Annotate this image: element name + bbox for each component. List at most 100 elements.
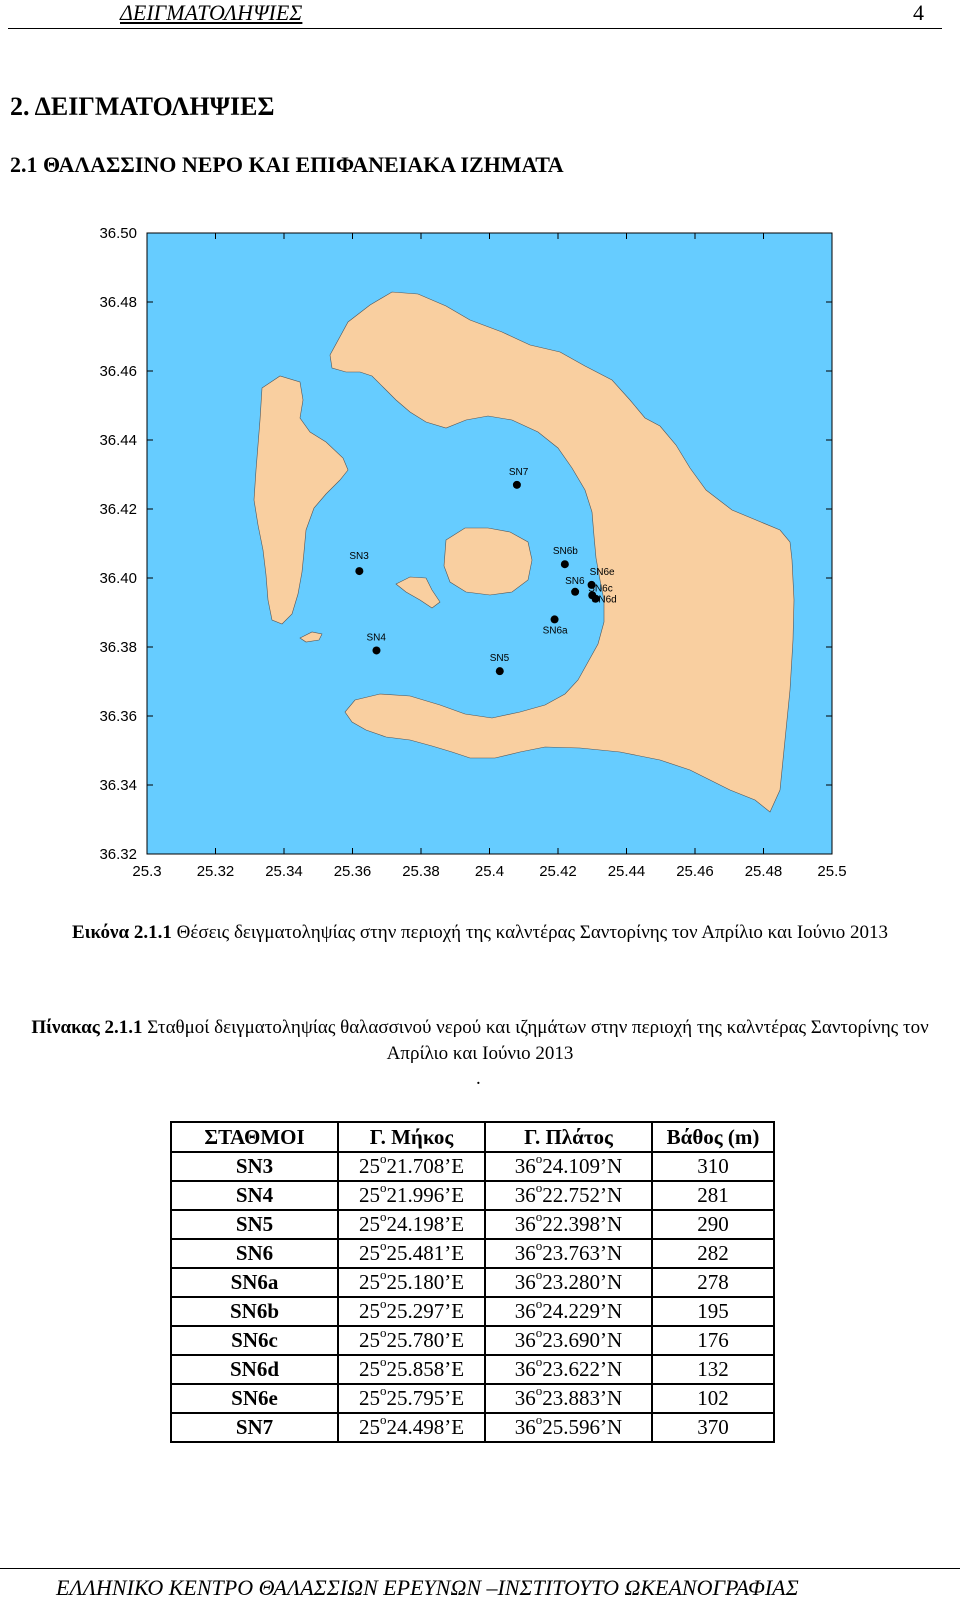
x-tick-label: 25.38 (402, 863, 440, 880)
depth-value: 281 (697, 1183, 729, 1207)
lat-minutes: 23.883’Ν (542, 1386, 623, 1410)
station-name: SN3 (235, 1154, 274, 1178)
degree-symbol: o (535, 1180, 543, 1195)
x-tick-label: 25.3 (132, 863, 161, 880)
lon-minutes: 25.180’Ε (386, 1270, 465, 1294)
cell-depth: 310 (651, 1151, 775, 1182)
cell-latitude: 36o23.763’Ν (484, 1238, 653, 1269)
y-tick-label: 36.48 (99, 294, 137, 311)
cell-latitude: 36o24.229’Ν (484, 1296, 653, 1327)
station-name: SN6d (229, 1357, 280, 1381)
cell-longitude: 25o21.996’Ε (337, 1180, 486, 1211)
lon-minutes: 25.780’Ε (386, 1328, 465, 1352)
station-name: SN6 (235, 1241, 274, 1265)
lat-degrees: 36 (514, 1415, 536, 1439)
station-label: SN6 (565, 576, 585, 587)
degree-symbol: o (535, 1412, 543, 1427)
station-marker (560, 560, 569, 569)
station-marker (550, 615, 559, 624)
depth-value: 278 (697, 1270, 729, 1294)
table-body: SN3 25o21.708’Ε 36o24.109’Ν 310 SN4 25o21.996… (170, 1151, 775, 1443)
lon-minutes: 21.996’Ε (386, 1183, 465, 1207)
lon-minutes: 25.297’Ε (386, 1299, 465, 1323)
station-name: SN6a (230, 1270, 279, 1294)
lat-minutes: 22.752’Ν (542, 1183, 623, 1207)
table-caption-text: Σταθμοί δειγματοληψίας θαλασσινού νερού … (142, 1017, 929, 1064)
lat-degrees: 36 (514, 1357, 536, 1381)
cell-longitude: 25o21.708’Ε (337, 1151, 486, 1182)
lat-degrees: 36 (514, 1212, 536, 1236)
cell-station: SN6d (170, 1354, 339, 1385)
figure-caption: Εικόνα 2.1.1 Θέσεις δειγματοληψίας στην … (10, 920, 950, 946)
table-row: SN6 25o25.481’Ε 36o23.763’Ν 282 (170, 1238, 775, 1269)
degree-symbol: o (535, 1383, 543, 1398)
cell-station: SN5 (170, 1209, 339, 1240)
table-row: SN6b 25o25.297’Ε 36o24.229’Ν 195 (170, 1296, 775, 1327)
cell-longitude: 25o25.180’Ε (337, 1267, 486, 1298)
cell-station: SN4 (170, 1180, 339, 1211)
ticks-layer (146, 232, 833, 855)
station-label: SN4 (366, 632, 386, 643)
degree-symbol: o (379, 1412, 387, 1427)
y-tick-label: 36.32 (99, 846, 137, 863)
lon-minutes: 25.795’Ε (386, 1386, 465, 1410)
running-header-title: ΔΕΙΓΜΑΤΟΛΗΨΙΕΣ (120, 0, 303, 25)
cell-depth: 282 (651, 1238, 775, 1269)
station-name: SN7 (235, 1415, 274, 1439)
cell-depth: 290 (651, 1209, 775, 1240)
lat-minutes: 23.280’Ν (542, 1270, 623, 1294)
cell-station: SN6b (170, 1296, 339, 1327)
y-tick-label: 36.50 (99, 225, 137, 242)
station-label: SN5 (490, 653, 510, 664)
y-tick-label: 36.40 (99, 570, 137, 587)
degree-symbol: o (379, 1354, 387, 1369)
land-aspronisi (299, 631, 323, 643)
lat-minutes: 24.109’Ν (542, 1154, 623, 1178)
lat-minutes: 24.229’Ν (542, 1299, 623, 1323)
col-header-longitude: Γ. Μήκος (337, 1121, 486, 1153)
subsection-title: 2.1 ΘΑΛΑΣΣΙΝΟ ΝΕΡΟ ΚΑΙ ΕΠΙΦΑΝΕΙΑΚΑ ΙΖΗΜΑ… (10, 152, 564, 177)
lon-degrees: 25 (358, 1183, 380, 1207)
table-header-row: ΣΤΑΘΜΟΙ Γ. Μήκος Γ. Πλάτος Βάθος (m) (170, 1121, 775, 1153)
depth-value: 176 (697, 1328, 729, 1352)
cell-depth: 281 (651, 1180, 775, 1211)
lat-minutes: 23.622’Ν (542, 1357, 623, 1381)
degree-symbol: o (535, 1151, 543, 1166)
lon-degrees: 25 (358, 1270, 380, 1294)
land-palea-kameni (395, 576, 441, 609)
degree-symbol: o (535, 1296, 543, 1311)
degree-symbol: o (379, 1296, 387, 1311)
cell-longitude: 25o25.858’Ε (337, 1354, 486, 1385)
section-title: 2. ΔΕΙΓΜΑΤΟΛΗΨΙΕΣ (10, 92, 275, 121)
lat-degrees: 36 (514, 1299, 536, 1323)
lon-degrees: 25 (358, 1328, 380, 1352)
figure-caption-text: Θέσεις δειγματοληψίας στην περιοχή της κ… (171, 922, 889, 943)
degree-symbol: o (379, 1209, 387, 1224)
x-tick-label: 25.42 (539, 863, 577, 880)
cell-longitude: 25o24.198’Ε (337, 1209, 486, 1240)
col-header-depth: Βάθος (m) (651, 1121, 775, 1153)
depth-value: 132 (697, 1357, 729, 1381)
x-tick-label: 25.32 (197, 863, 235, 880)
cell-longitude: 25o25.481’Ε (337, 1238, 486, 1269)
depth-value: 310 (697, 1154, 729, 1178)
land-nea-kameni (443, 527, 533, 596)
x-tick-label: 25.48 (745, 863, 783, 880)
lat-minutes: 23.763’Ν (542, 1241, 623, 1265)
y-tick-label: 36.44 (99, 432, 137, 449)
station-marker (512, 480, 521, 489)
land-thirasia (253, 375, 349, 625)
x-tick-label: 25.36 (334, 863, 372, 880)
lon-degrees: 25 (358, 1386, 380, 1410)
degree-symbol: o (535, 1238, 543, 1253)
cell-latitude: 36o23.622’Ν (484, 1354, 653, 1385)
lat-degrees: 36 (514, 1154, 536, 1178)
x-tick-label: 25.5 (817, 863, 846, 880)
x-tick-label: 25.34 (265, 863, 303, 880)
cell-longitude: 25o25.795’Ε (337, 1383, 486, 1414)
cell-latitude: 36o25.596’Ν (484, 1412, 653, 1443)
station-name: SN6e (231, 1386, 278, 1410)
station-name: SN4 (235, 1183, 274, 1207)
station-marker (355, 567, 364, 576)
stations-table: ΣΤΑΘΜΟΙ Γ. Μήκος Γ. Πλάτος Βάθος (m) SN3… (170, 1121, 775, 1443)
